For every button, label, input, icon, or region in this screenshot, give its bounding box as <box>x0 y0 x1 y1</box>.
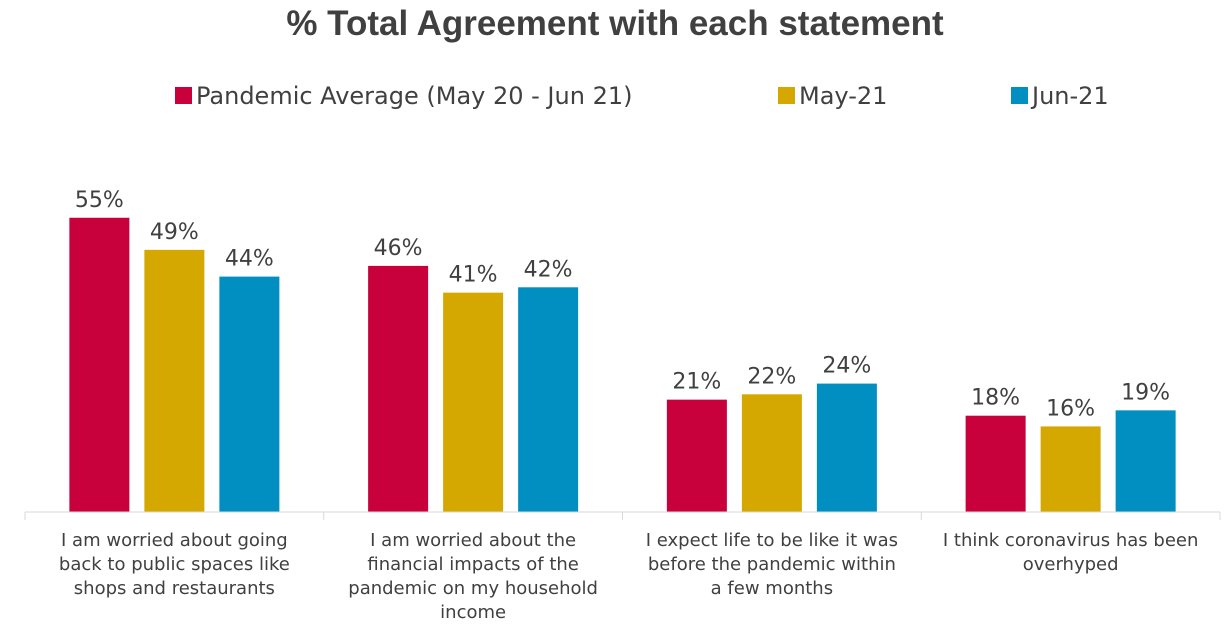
bar-1-2 <box>518 287 579 512</box>
category-label-line: I am worried about going <box>61 530 288 551</box>
chart-title: % Total Agreement with each statement <box>286 4 944 43</box>
data-label-0-2: 44% <box>225 247 274 272</box>
category-label-line: financial impacts of the <box>367 554 579 575</box>
data-label-group: 55% 49% 44% 46% 41% 42% 21% 22% 24% 18% 16% 19% <box>75 188 1170 422</box>
category-label-0: I am worried about going back to public s… <box>59 530 290 599</box>
bar-3-1 <box>1040 426 1101 512</box>
legend-label-0: Pandemic Average (May 20 - Jun 21) <box>196 82 632 110</box>
bar-0-0 <box>69 217 130 512</box>
bar-2-1 <box>741 394 802 512</box>
category-label-line: before the pandemic within <box>648 554 896 575</box>
data-label-3-1: 16% <box>1046 396 1095 421</box>
data-label-2-2: 24% <box>822 354 871 379</box>
category-label-line: overhyped <box>1023 554 1119 575</box>
bar-2-2 <box>816 383 877 512</box>
data-label-3-2: 19% <box>1121 380 1170 405</box>
category-label-line: I am worried about the <box>370 530 576 551</box>
category-label-line: shops and restaurants <box>74 578 275 599</box>
bar-1-0 <box>368 265 429 512</box>
category-label-1: I am worried about the financial impacts … <box>348 530 598 623</box>
category-label-line: I expect life to be like it was <box>646 530 898 551</box>
legend-label-2: Jun-21 <box>1030 82 1109 110</box>
data-label-2-0: 21% <box>672 370 721 395</box>
data-label-1-1: 41% <box>449 263 498 288</box>
chart-legend: Pandemic Average (May 20 - Jun 21) May-21… <box>175 82 1109 110</box>
bar-group <box>69 217 1176 512</box>
x-axis: I am worried about going back to public s… <box>24 511 1221 623</box>
bar-3-2 <box>1115 410 1176 512</box>
bar-0-2 <box>219 276 280 512</box>
legend-label-1: May-21 <box>799 82 887 110</box>
category-label-3: I think coronavirus has been overhyped <box>943 530 1199 575</box>
category-label-line: income <box>440 602 506 623</box>
data-label-0-0: 55% <box>75 188 124 213</box>
category-label-line: pandemic on my household <box>348 578 598 599</box>
data-label-0-1: 49% <box>150 220 199 245</box>
bar-3-0 <box>965 415 1026 512</box>
legend-swatch-0 <box>175 87 192 104</box>
category-label-2: I expect life to be like it was before th… <box>646 530 898 599</box>
legend-swatch-2 <box>1011 87 1028 104</box>
data-label-3-0: 18% <box>971 386 1020 411</box>
data-label-2-1: 22% <box>747 364 796 389</box>
bar-0-1 <box>144 249 205 512</box>
legend-swatch-1 <box>778 87 795 104</box>
bar-2-0 <box>666 399 727 512</box>
category-label-line: a few months <box>711 578 833 599</box>
data-label-1-0: 46% <box>374 236 423 261</box>
bar-1-1 <box>443 292 504 512</box>
data-label-1-2: 42% <box>524 257 573 282</box>
category-label-line: I think coronavirus has been <box>943 530 1199 551</box>
category-label-line: back to public spaces like <box>59 554 290 575</box>
